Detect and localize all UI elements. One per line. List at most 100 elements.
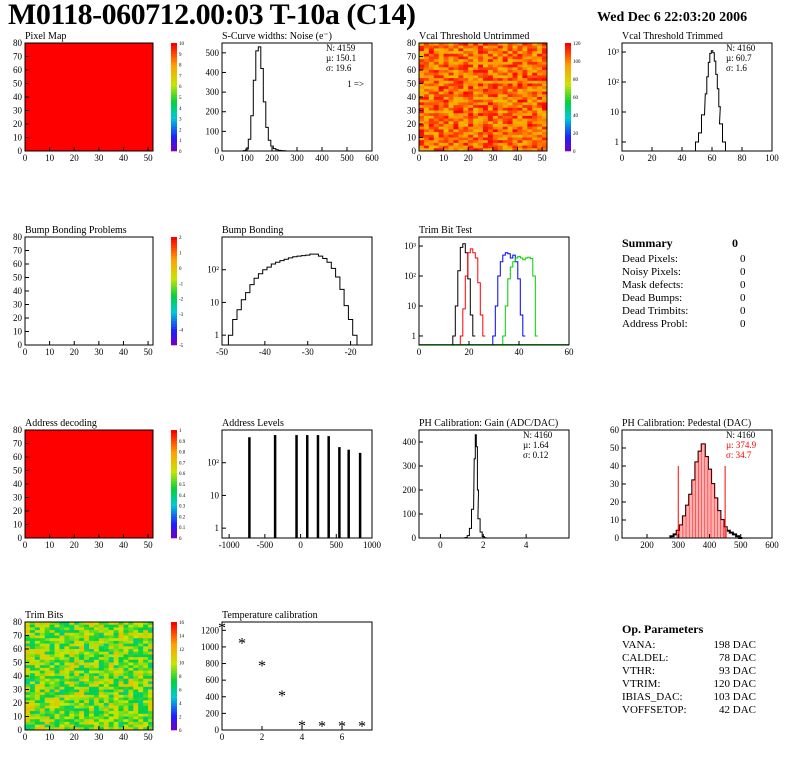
heatmap-cell bbox=[433, 91, 440, 95]
heatmap-cell bbox=[517, 48, 523, 52]
heatmap-cell bbox=[29, 80, 36, 84]
heatmap-cell bbox=[483, 105, 489, 109]
heatmap-cell bbox=[49, 505, 55, 509]
heatmap-cell bbox=[512, 107, 518, 111]
heatmap-cell bbox=[93, 478, 100, 482]
heatmap-cell bbox=[34, 148, 41, 152]
heatmap-cell bbox=[49, 438, 55, 442]
heatmap-cell bbox=[84, 475, 90, 479]
heatmap-cell bbox=[69, 505, 75, 509]
heatmap-cell bbox=[89, 432, 95, 436]
heatmap-cell bbox=[532, 45, 538, 49]
heatmap-cell bbox=[98, 475, 105, 479]
heatmap-cell bbox=[89, 684, 95, 688]
y-tick-label: 60 bbox=[13, 644, 23, 654]
heatmap-cell bbox=[64, 719, 70, 723]
heatmap-cell bbox=[74, 681, 80, 685]
heatmap-cell bbox=[148, 716, 154, 720]
heatmap-cell bbox=[143, 624, 149, 628]
color-scale-step bbox=[171, 481, 177, 485]
heatmap-cell bbox=[522, 102, 528, 106]
heatmap-cell bbox=[537, 59, 543, 63]
heatmap-cell bbox=[89, 719, 95, 723]
heatmap-cell bbox=[522, 70, 528, 74]
heatmap-cell bbox=[118, 43, 124, 47]
heatmap-cell bbox=[483, 126, 489, 130]
heatmap-cell bbox=[44, 121, 51, 125]
heatmap-cell bbox=[438, 142, 445, 146]
heatmap-cell bbox=[148, 43, 154, 47]
heatmap-cell bbox=[79, 686, 85, 690]
color-scale-step bbox=[565, 80, 571, 84]
heatmap-cell bbox=[113, 53, 119, 57]
param-label: VTRIM: bbox=[622, 678, 661, 690]
heatmap-cell bbox=[148, 670, 154, 674]
heatmap-cell bbox=[84, 121, 90, 125]
heatmap-cell bbox=[517, 105, 523, 109]
heatmap-cell bbox=[79, 435, 85, 439]
heatmap-cell bbox=[54, 75, 60, 79]
heatmap-cell bbox=[148, 654, 154, 658]
heatmap-cell bbox=[512, 142, 518, 146]
heatmap-cell bbox=[143, 78, 149, 82]
heatmap-cell bbox=[49, 643, 55, 647]
heatmap-cell bbox=[64, 724, 70, 728]
heatmap-cell bbox=[522, 129, 528, 133]
heatmap-cell bbox=[483, 97, 489, 101]
heatmap-cell bbox=[497, 134, 504, 138]
heatmap-cell bbox=[79, 80, 85, 84]
heatmap-cell bbox=[103, 443, 110, 447]
heatmap-cell bbox=[458, 67, 464, 71]
heatmap-cell bbox=[128, 132, 134, 136]
heatmap-cell bbox=[54, 640, 60, 644]
color-scale-label: 6 bbox=[179, 689, 182, 694]
heatmap-cell bbox=[458, 70, 464, 74]
heatmap-cell bbox=[128, 640, 134, 644]
heatmap-cell bbox=[89, 75, 95, 79]
heatmap-cell bbox=[453, 56, 459, 60]
heatmap-cell bbox=[44, 624, 51, 628]
heatmap-cell bbox=[34, 535, 41, 539]
heatmap-cell bbox=[25, 80, 31, 84]
heatmap-cell bbox=[29, 45, 36, 49]
heatmap-cell bbox=[123, 83, 129, 87]
heatmap-cell bbox=[502, 86, 509, 90]
heatmap-cell bbox=[108, 711, 115, 715]
heatmap-cell bbox=[89, 118, 95, 122]
heatmap-cell bbox=[148, 627, 154, 631]
heatmap-cell bbox=[98, 438, 105, 442]
heatmap-cell bbox=[113, 640, 119, 644]
heatmap-cell bbox=[49, 638, 55, 642]
heatmap-cell bbox=[502, 67, 509, 71]
heatmap-cell bbox=[93, 438, 100, 442]
heatmap-cell bbox=[69, 86, 75, 90]
heatmap-cell bbox=[54, 519, 60, 523]
heatmap-cell bbox=[25, 148, 31, 152]
heatmap-cell bbox=[448, 126, 454, 130]
color-scale-label: 60 bbox=[573, 96, 579, 101]
heatmap-cell bbox=[59, 646, 65, 650]
heatmap-cell bbox=[49, 75, 55, 79]
heatmap-cell bbox=[143, 454, 149, 458]
heatmap-cell bbox=[49, 83, 55, 87]
plot-frame bbox=[418, 429, 570, 539]
heatmap-cell bbox=[84, 465, 90, 469]
heatmap-cell bbox=[138, 640, 144, 644]
heatmap-cell bbox=[69, 481, 75, 485]
heatmap-cell bbox=[49, 665, 55, 669]
heatmap-cell bbox=[458, 83, 464, 87]
heatmap-cell bbox=[64, 632, 70, 636]
heatmap-cell bbox=[138, 115, 144, 119]
heatmap-cell bbox=[25, 516, 31, 520]
heatmap-cell bbox=[497, 53, 504, 57]
heatmap-cell bbox=[49, 535, 55, 539]
heatmap-cell bbox=[69, 67, 75, 71]
heatmap-cell bbox=[34, 627, 41, 631]
heatmap-cell bbox=[113, 443, 119, 447]
heatmap-cell bbox=[59, 134, 65, 138]
color-scale-step bbox=[171, 328, 177, 332]
heatmap-cell bbox=[89, 654, 95, 658]
heatmap-cell bbox=[123, 719, 129, 723]
heatmap-cell bbox=[79, 438, 85, 442]
